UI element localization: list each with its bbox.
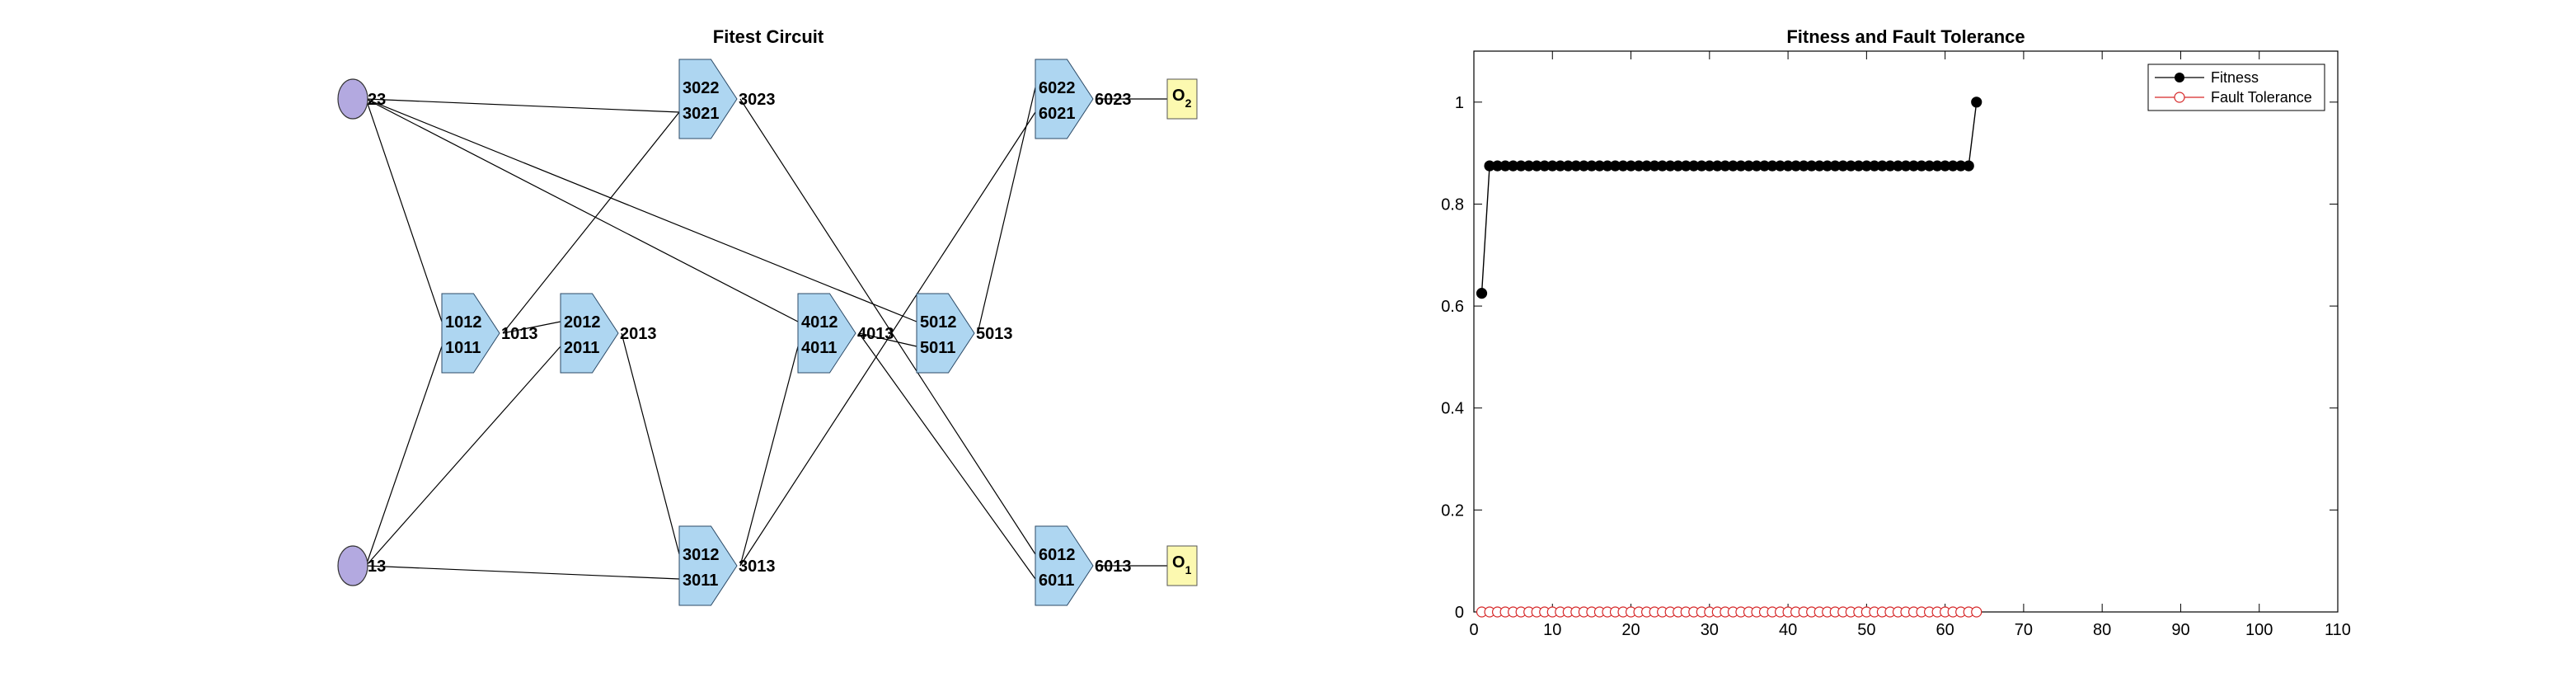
output-label-O2: O2 bbox=[1172, 87, 1192, 110]
gate-input-label-6022: 6022 bbox=[1039, 79, 1076, 97]
wire-g40-out-to-g50-bot bbox=[858, 332, 917, 347]
gate-input-label-6011: 6011 bbox=[1039, 572, 1074, 590]
data-point-fitness bbox=[1971, 96, 1982, 108]
node-layer: 23 13 1012 1011 1013 2012 2011 2013 3022 3021 3023… bbox=[337, 59, 1198, 606]
chart-title: Fitness and Fault Tolerance bbox=[1786, 26, 2025, 47]
gate-input-label-2012: 2012 bbox=[564, 313, 601, 332]
gate-output-label-2013: 2013 bbox=[620, 325, 657, 343]
circuit-title: Fitest Circuit bbox=[713, 26, 824, 47]
gate-input-label-3011: 3011 bbox=[683, 572, 718, 590]
wire-in13-to-g31-bot bbox=[365, 565, 680, 580]
y-tick-label: 0.4 bbox=[1441, 400, 1464, 418]
data-point-fitness bbox=[1963, 160, 1974, 172]
y-tick-label: 1 bbox=[1455, 94, 1464, 112]
wire-in23-to-g50-top bbox=[365, 98, 917, 322]
output-node-O2 bbox=[1166, 78, 1198, 120]
input-label-13: 13 bbox=[368, 558, 386, 576]
gate-input-label-6021: 6021 bbox=[1039, 105, 1076, 123]
output-label-O1: O1 bbox=[1172, 553, 1192, 576]
gate-1013 bbox=[441, 293, 500, 374]
x-tick-label: 100 bbox=[2245, 621, 2273, 639]
wire-g10-out-to-g32-bot bbox=[502, 111, 680, 334]
gate-2013 bbox=[560, 293, 619, 374]
wire-in23-to-g32-bot bbox=[365, 98, 680, 113]
gate-3013 bbox=[678, 525, 738, 606]
gate-output-label-6013: 6013 bbox=[1095, 558, 1132, 576]
x-tick-label: 0 bbox=[1469, 621, 1478, 639]
gate-output-label-3013: 3013 bbox=[739, 558, 776, 576]
y-tick-label: 0.2 bbox=[1441, 501, 1464, 520]
series-line-fitness bbox=[1480, 101, 1978, 294]
gate-input-label-3022: 3022 bbox=[683, 79, 720, 97]
input-node-13 bbox=[337, 545, 368, 586]
gate-input-label-3021: 3021 bbox=[683, 105, 720, 123]
wire-g10-out-to-g20-top bbox=[502, 321, 561, 334]
y-tick-label: 0.6 bbox=[1441, 298, 1464, 316]
gate-input-label-2011: 2011 bbox=[564, 339, 599, 357]
wire-g31-out-to-g40-bot bbox=[739, 346, 799, 567]
x-tick-label: 80 bbox=[2093, 621, 2111, 639]
legend-box bbox=[2147, 64, 2325, 111]
gate-input-label-3012: 3012 bbox=[683, 546, 720, 564]
gate-input-label-5012: 5012 bbox=[920, 313, 957, 332]
legend: Fitness Fault Tolerance bbox=[2147, 64, 2325, 111]
data-point-fault-tolerance bbox=[1971, 606, 1982, 618]
x-tick-label: 90 bbox=[2171, 621, 2189, 639]
axis-ticks: 0 10 20 30 40 50 60 70 80 90 100 110 0 0.2 0.4 0.6 0.8 1 bbox=[1441, 51, 2351, 639]
wire-layer bbox=[365, 87, 1167, 580]
wire-g20-out-to-g31-top bbox=[621, 332, 680, 555]
series-layer bbox=[1476, 96, 1982, 618]
gate-input-label-1012: 1012 bbox=[445, 313, 482, 332]
input-node-23 bbox=[337, 78, 368, 120]
legend-label-fitness: Fitness bbox=[2211, 69, 2259, 86]
x-tick-label: 70 bbox=[2015, 621, 2033, 639]
plot-frame bbox=[1473, 50, 2339, 613]
wire-g40-out-to-g61-bot bbox=[858, 332, 1036, 580]
gate-output-label-3023: 3023 bbox=[739, 91, 776, 109]
wire-in13-to-g10-bot bbox=[365, 346, 443, 567]
gate-input-label-4011: 4011 bbox=[801, 339, 837, 357]
wire-g50-out-to-g62-top bbox=[977, 87, 1036, 334]
gate-output-label-5013: 5013 bbox=[976, 325, 1013, 343]
y-tick-label: 0.8 bbox=[1441, 195, 1464, 214]
gate-4013 bbox=[797, 293, 856, 374]
x-tick-label: 50 bbox=[1857, 621, 1875, 639]
gate-input-label-4012: 4012 bbox=[801, 313, 838, 332]
gate-6013 bbox=[1035, 525, 1094, 606]
gate-output-label-6023: 6023 bbox=[1095, 91, 1132, 109]
input-label-23: 23 bbox=[368, 91, 386, 109]
y-tick-label: 0 bbox=[1455, 604, 1464, 622]
x-tick-label: 40 bbox=[1779, 621, 1797, 639]
wire-in23-to-g10-top bbox=[365, 98, 443, 322]
gate-3023 bbox=[678, 59, 738, 139]
circuit-diagram: Fitest Circuit 2313101210111013201220112… bbox=[337, 26, 1198, 606]
x-tick-label: 20 bbox=[1621, 621, 1640, 639]
x-tick-label: 60 bbox=[1936, 621, 1954, 639]
gate-input-label-1011: 1011 bbox=[445, 339, 481, 357]
wire-in13-to-g20-bot bbox=[365, 346, 561, 567]
gate-input-label-6012: 6012 bbox=[1039, 546, 1076, 564]
x-tick-label: 110 bbox=[2325, 621, 2351, 639]
legend-marker-fitness bbox=[2175, 73, 2184, 82]
legend-label-fault-tolerance: Fault Tolerance bbox=[2211, 89, 2312, 106]
x-tick-label: 10 bbox=[1543, 621, 1561, 639]
gate-6023 bbox=[1035, 59, 1094, 139]
gate-output-label-4013: 4013 bbox=[857, 325, 894, 343]
wire-in23-to-g40-top bbox=[365, 98, 799, 322]
wire-g32-out-to-g61-top bbox=[739, 98, 1036, 555]
gate-input-label-5011: 5011 bbox=[920, 339, 955, 357]
wire-g31-out-to-g62-bot bbox=[739, 111, 1036, 567]
output-node-O1 bbox=[1166, 545, 1198, 586]
gate-5013 bbox=[916, 293, 975, 374]
data-point-fitness bbox=[1476, 288, 1488, 299]
fitness-chart: Fitness and Fault Tolerance 0 10 20 30 40 50 6… bbox=[1441, 26, 2351, 639]
gate-output-label-1013: 1013 bbox=[501, 325, 538, 343]
legend-marker-fault-tolerance bbox=[2174, 92, 2185, 103]
x-tick-label: 30 bbox=[1701, 621, 1719, 639]
